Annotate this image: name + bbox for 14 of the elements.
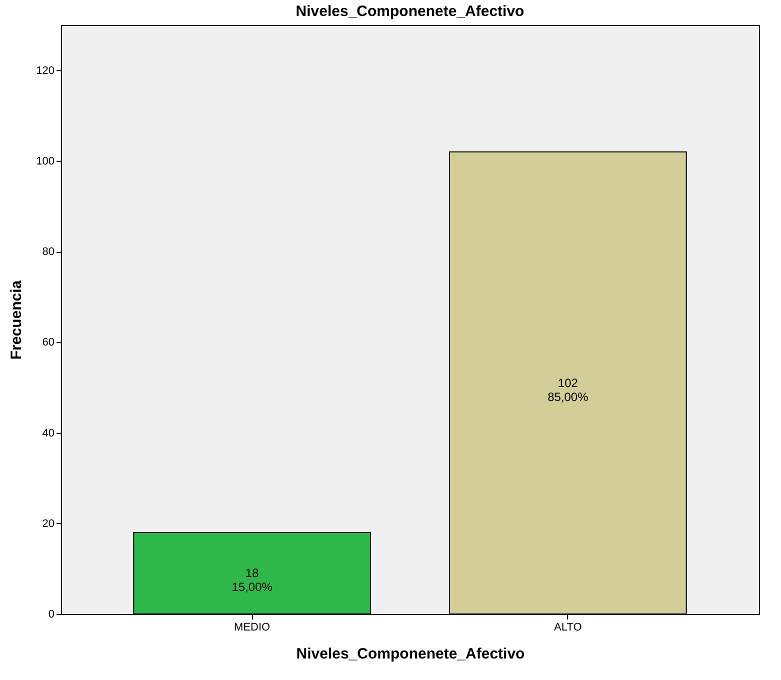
data-label: 102 85,00% — [548, 376, 589, 404]
y-tick-label: 100 — [36, 155, 54, 168]
data-label: 18 15,00% — [232, 566, 273, 594]
x-axis-title: Niveles_Componenete_Afectivo — [296, 646, 525, 662]
y-tick-label: 60 — [42, 336, 54, 349]
y-tick-label: 80 — [42, 246, 54, 258]
x-tick-label: ALTO — [554, 622, 582, 634]
y-axis-title: Frecuencia — [8, 280, 26, 360]
y-tick-label: 0 — [48, 608, 54, 620]
y-tick-label: 120 — [36, 64, 54, 77]
chart-title: Niveles_Componenete_Afectivo — [296, 3, 524, 20]
y-tick-label: 40 — [42, 427, 54, 440]
x-tick-label: MEDIO — [234, 622, 271, 634]
y-tick-label: 20 — [42, 518, 54, 530]
